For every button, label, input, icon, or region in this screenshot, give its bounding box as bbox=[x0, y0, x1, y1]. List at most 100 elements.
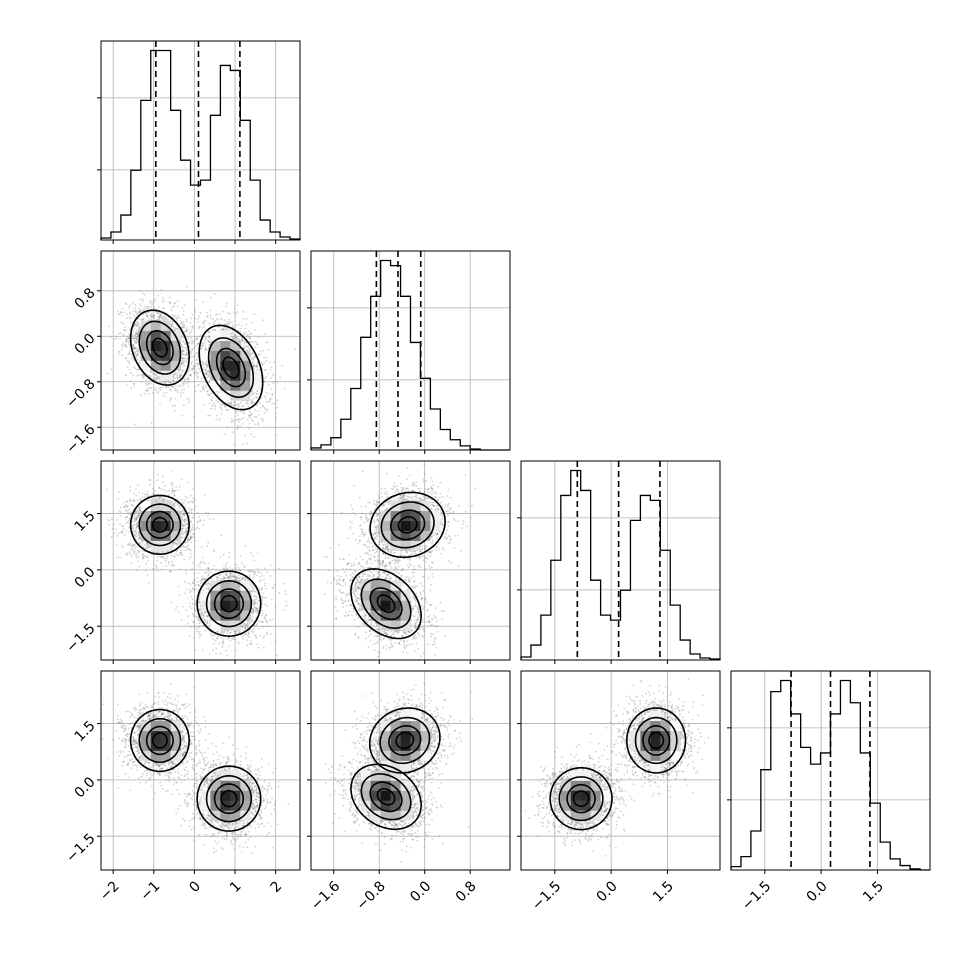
sample-point bbox=[235, 336, 237, 339]
sample-point bbox=[149, 317, 152, 319]
sample-point bbox=[202, 386, 204, 389]
sample-point bbox=[147, 387, 150, 390]
sample-point bbox=[156, 391, 159, 394]
sample-point bbox=[138, 325, 141, 327]
sample-point bbox=[203, 388, 206, 390]
sample-point bbox=[137, 514, 139, 517]
sample-point bbox=[136, 368, 138, 371]
sample-point bbox=[244, 434, 246, 437]
sample-point bbox=[190, 337, 193, 339]
sample-point bbox=[205, 361, 207, 364]
sample-point bbox=[137, 492, 140, 494]
sample-point bbox=[196, 337, 199, 340]
sample-point bbox=[133, 423, 136, 426]
histogram-panel-0 bbox=[97, 40, 301, 241]
sample-point bbox=[155, 374, 158, 377]
sample-point bbox=[251, 390, 254, 393]
sample-point bbox=[125, 510, 128, 512]
sample-point bbox=[184, 512, 187, 515]
sample-point bbox=[118, 350, 121, 353]
sample-point bbox=[181, 357, 184, 360]
sample-point bbox=[254, 423, 257, 426]
contour-0-1-m0-l3 bbox=[129, 309, 191, 386]
sample-point bbox=[190, 536, 193, 539]
sample-point bbox=[243, 412, 246, 414]
sample-point bbox=[135, 524, 138, 527]
sample-point bbox=[163, 498, 165, 501]
sample-point bbox=[197, 325, 200, 328]
sample-point bbox=[174, 387, 177, 390]
sample-point bbox=[208, 375, 210, 377]
sample-point bbox=[152, 301, 155, 304]
sample-point bbox=[205, 372, 208, 375]
sample-point bbox=[198, 336, 201, 338]
sample-point bbox=[171, 323, 174, 326]
sample-point bbox=[195, 352, 198, 355]
sample-point bbox=[165, 386, 168, 389]
sample-point bbox=[193, 385, 196, 388]
sample-point bbox=[206, 376, 209, 379]
sample-point bbox=[186, 481, 189, 484]
sample-point bbox=[193, 507, 196, 510]
sample-point bbox=[245, 317, 248, 320]
sample-point bbox=[151, 316, 153, 318]
sample-point bbox=[221, 327, 224, 330]
sample-point bbox=[197, 342, 200, 345]
sample-point bbox=[135, 519, 138, 521]
sample-point bbox=[137, 332, 140, 335]
sample-point bbox=[139, 309, 142, 312]
sample-point bbox=[127, 337, 130, 340]
sample-point bbox=[162, 556, 165, 559]
sample-point bbox=[131, 337, 134, 339]
sample-point bbox=[237, 405, 240, 408]
sample-point bbox=[164, 381, 167, 384]
sample-point bbox=[190, 494, 193, 497]
sample-point bbox=[122, 546, 125, 549]
sample-point bbox=[125, 374, 127, 376]
sample-point bbox=[208, 402, 211, 405]
sample-point bbox=[133, 529, 136, 532]
sample-point bbox=[252, 401, 255, 404]
sample-point bbox=[185, 349, 188, 352]
sample-point bbox=[136, 549, 139, 552]
sample-point bbox=[170, 552, 172, 555]
sample-point bbox=[152, 568, 154, 571]
sample-point bbox=[183, 388, 186, 390]
sample-point bbox=[187, 511, 190, 514]
sample-point bbox=[210, 407, 212, 410]
sample-point bbox=[170, 324, 173, 327]
sample-point bbox=[194, 390, 197, 392]
sample-point bbox=[182, 310, 185, 312]
sample-point bbox=[130, 372, 133, 375]
sample-point bbox=[229, 402, 232, 405]
sample-point bbox=[138, 535, 141, 538]
sample-point bbox=[134, 303, 137, 306]
sample-point bbox=[121, 544, 123, 547]
sample-point bbox=[128, 328, 131, 331]
sample-point bbox=[209, 296, 212, 299]
sample-point bbox=[116, 556, 119, 559]
sample-point bbox=[198, 367, 200, 370]
sample-point bbox=[132, 310, 135, 312]
sample-point bbox=[183, 380, 186, 383]
sample-point bbox=[257, 363, 260, 366]
sample-point bbox=[205, 347, 208, 350]
sample-point bbox=[129, 345, 131, 348]
sample-point bbox=[121, 354, 124, 357]
sample-point bbox=[188, 332, 191, 335]
sample-point bbox=[138, 506, 141, 509]
sample-point bbox=[155, 498, 158, 501]
sample-point bbox=[137, 334, 140, 336]
sample-point bbox=[190, 528, 193, 531]
sample-point bbox=[208, 375, 211, 378]
sample-point bbox=[117, 313, 120, 316]
sample-point bbox=[107, 325, 110, 328]
sample-point bbox=[208, 341, 211, 343]
sample-point bbox=[246, 400, 249, 403]
sample-point bbox=[189, 538, 192, 541]
sample-point bbox=[139, 543, 141, 545]
sample-point bbox=[171, 320, 174, 323]
sample-point bbox=[202, 387, 205, 390]
sample-point bbox=[133, 347, 136, 350]
